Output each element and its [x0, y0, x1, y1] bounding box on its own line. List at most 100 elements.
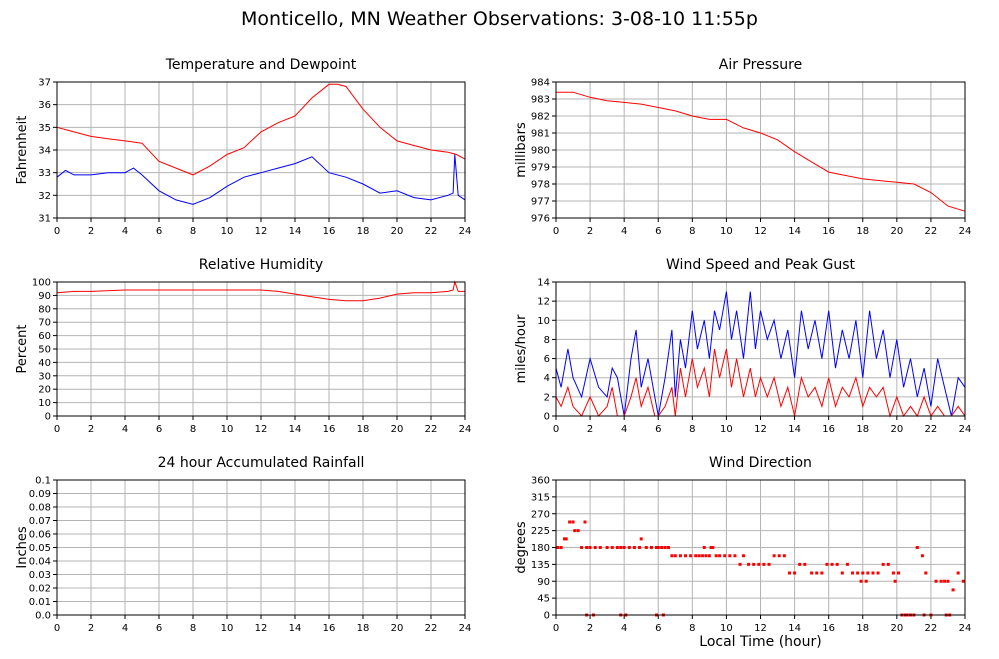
direction-point	[893, 579, 897, 583]
pressure-ytick-label: 977	[531, 197, 550, 208]
humidity-ylabel: Percent	[15, 325, 30, 374]
direction-xtick-label: 14	[788, 623, 801, 634]
humidity-xtick-label: 22	[425, 424, 438, 435]
wind-xtick-label: 14	[788, 424, 801, 435]
humidity-ytick-label: 80	[38, 304, 51, 315]
direction-point	[593, 546, 597, 549]
temp-ylabel: Fahrenheit	[15, 116, 30, 185]
direction-point	[556, 546, 560, 549]
direction-point	[861, 571, 865, 575]
direction-point	[632, 546, 636, 549]
direction-point	[639, 537, 643, 541]
wind-xtick-label: 16	[822, 424, 835, 435]
wind-xtick-label: 0	[553, 424, 559, 435]
direction-point	[638, 546, 642, 549]
wind-ytick-label: 0	[544, 412, 550, 423]
humidity-ytick-label: 70	[38, 318, 51, 329]
direction-point	[946, 579, 950, 583]
humidity-xtick-label: 18	[357, 424, 370, 435]
rain-ytick-label: 0.03	[29, 570, 51, 581]
direction-point	[585, 546, 589, 549]
rain-ylabel: Inches	[15, 526, 30, 568]
direction-point	[835, 562, 839, 566]
direction-point	[777, 554, 781, 558]
direction-point	[684, 554, 688, 558]
direction-xtick-label: 0	[553, 623, 559, 634]
pressure-xtick-label: 22	[925, 226, 938, 237]
direction-ytick-label: 135	[531, 560, 550, 571]
temp-xtick-label: 16	[323, 226, 336, 237]
direction-point	[956, 571, 960, 575]
direction-plot-frame	[555, 479, 966, 616]
direction-point	[709, 546, 713, 549]
direction-point	[820, 571, 824, 575]
direction-point	[871, 571, 875, 575]
humidity-title: Relative Humidity	[199, 257, 323, 273]
wind-title: Wind Speed and Peak Gust	[666, 257, 855, 273]
wind-xtick-label: 2	[587, 424, 593, 435]
direction-point	[943, 579, 947, 583]
direction-xtick-label: 12	[754, 623, 767, 634]
pressure-xtick-label: 8	[689, 226, 695, 237]
direction-point	[588, 546, 592, 549]
direction-point	[738, 562, 742, 566]
wind-ytick-label: 2	[544, 392, 550, 403]
direction-xtick-label: 20	[890, 623, 903, 634]
rain-ytick-label: 0.01	[29, 597, 51, 608]
temp-xtick-label: 8	[190, 226, 196, 237]
pressure-xtick-label: 0	[553, 226, 559, 237]
direction-point	[845, 562, 849, 566]
direction-xtick-label: 22	[925, 623, 938, 634]
direction-point	[707, 554, 711, 558]
direction-ytick-label: 360	[531, 476, 550, 487]
direction-point	[704, 554, 708, 558]
direction-point	[605, 546, 609, 549]
pressure-xtick-label: 12	[754, 226, 767, 237]
temp-ytick-label: 34	[38, 146, 51, 157]
wind-xtick-label: 20	[890, 424, 903, 435]
humidity-ytick-label: 40	[38, 358, 51, 369]
pressure-xtick-label: 10	[720, 226, 733, 237]
direction-ytick-label: 225	[531, 526, 550, 537]
humidity-xtick-label: 2	[88, 424, 94, 435]
wind-ytick-label: 12	[537, 297, 550, 308]
direction-ytick-label: 180	[531, 543, 550, 554]
direction-point	[701, 554, 705, 558]
direction-point	[772, 554, 776, 558]
humidity-ytick-label: 20	[38, 385, 51, 396]
humidity-xtick-label: 4	[122, 424, 128, 435]
direction-ytick-label: 45	[537, 594, 550, 605]
pressure-ytick-label: 984	[531, 78, 550, 89]
direction-point	[825, 562, 829, 566]
direction-point	[793, 571, 797, 575]
direction-point	[803, 562, 807, 566]
rain-ytick-label: 0.0	[35, 611, 51, 622]
direction-point	[934, 579, 938, 583]
direction-point	[663, 546, 667, 549]
direction-point	[891, 571, 895, 575]
rain-ytick-label: 0.04	[29, 557, 51, 568]
direction-point	[961, 579, 965, 583]
direction-point	[694, 554, 698, 558]
direction-point	[939, 579, 943, 583]
rain-title: 24 hour Accumulated Rainfall	[158, 455, 365, 471]
direction-point	[666, 546, 670, 549]
direction-point	[723, 554, 727, 558]
pressure-ylabel: millibars	[514, 122, 529, 178]
pressure-ytick-label: 979	[531, 163, 550, 174]
direction-point	[741, 554, 745, 558]
direction-point	[856, 571, 860, 575]
pressure-ytick-label: 976	[531, 214, 550, 225]
direction-point	[615, 546, 619, 549]
humidity-xtick-label: 14	[289, 424, 302, 435]
wind-ytick-label: 14	[537, 278, 550, 289]
direction-point	[920, 554, 924, 558]
direction-point	[886, 562, 890, 566]
rain-xtick-label: 0	[54, 623, 60, 634]
direction-point	[660, 546, 664, 549]
pressure-ytick-label: 983	[531, 95, 550, 106]
direction-point	[830, 562, 834, 566]
direction-point	[697, 554, 701, 558]
